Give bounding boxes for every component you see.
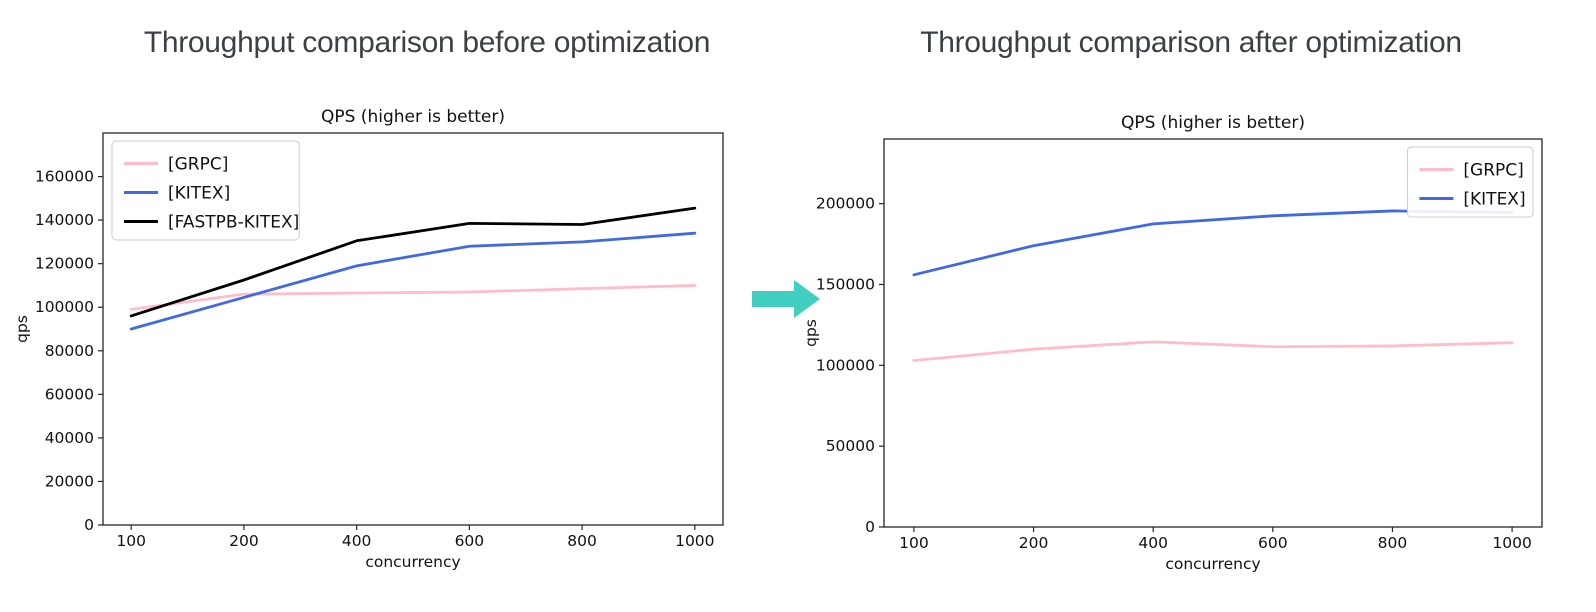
heading-after-optimization: Throughput comparison after optimization xyxy=(920,26,1462,59)
chart-svg-after: QPS (higher is better) 0 50000 100000 150000… xyxy=(802,113,1543,573)
x-tick-label: 800 xyxy=(1378,534,1408,552)
y-tick-label: 100000 xyxy=(35,298,94,316)
x-tick-label: 800 xyxy=(567,532,597,550)
legend-label: [GRPC] xyxy=(1463,161,1523,181)
x-tick-label: 600 xyxy=(1258,534,1288,552)
y-axis-label: qps xyxy=(13,315,31,343)
legend-label: [FASTPB-KITEX] xyxy=(168,213,299,233)
x-tick-label: 200 xyxy=(229,532,259,550)
y-tick-label: 100000 xyxy=(816,356,875,374)
series-line-kitex xyxy=(912,209,1514,277)
x-tick-label: 100 xyxy=(116,532,146,550)
y-axis-label: qps xyxy=(802,319,820,347)
series-line-grpc xyxy=(912,340,1514,362)
x-tick-label: 1000 xyxy=(675,532,714,550)
x-tick-label: 400 xyxy=(1138,534,1168,552)
legend-label: [KITEX] xyxy=(168,184,230,204)
y-tick-label: 60000 xyxy=(45,385,94,403)
y-tick-label: 200000 xyxy=(816,195,875,213)
y-tick-label: 50000 xyxy=(826,437,875,455)
y-tick-label: 0 xyxy=(84,516,94,534)
series-line-grpc xyxy=(129,284,697,311)
x-tick-label: 600 xyxy=(455,532,485,550)
chart-before: QPS (higher is better) 0 20000 40000 60000 80… xyxy=(0,100,780,585)
x-axis-label: concurrency xyxy=(365,553,460,571)
transition-arrow-icon xyxy=(748,276,824,322)
series-line-kitex xyxy=(129,231,697,331)
x-tick-label: 400 xyxy=(342,532,372,550)
x-axis-label: concurrency xyxy=(1165,555,1260,573)
plot-border xyxy=(102,132,724,526)
x-tick-label: 1000 xyxy=(1492,534,1531,552)
legend: [GRPC] [KITEX] xyxy=(1406,146,1534,218)
series-line-fastpb-kitex xyxy=(129,206,697,318)
legend-box xyxy=(111,140,300,241)
chart-title: QPS (higher is better) xyxy=(1121,113,1305,133)
y-tick-label: 120000 xyxy=(35,255,94,273)
y-tick-label: 80000 xyxy=(45,342,94,360)
legend-label: [GRPC] xyxy=(168,155,228,175)
y-tick-label: 140000 xyxy=(35,211,94,229)
y-tick-label: 160000 xyxy=(35,168,94,186)
right-arrow-shape xyxy=(752,280,820,318)
chart-after: QPS (higher is better) 0 50000 100000 150000… xyxy=(800,100,1590,605)
legend: [GRPC] [KITEX] [FASTPB-KITEX] xyxy=(111,140,300,241)
chart-svg-before: QPS (higher is better) 0 20000 40000 60000 80… xyxy=(13,107,724,571)
plot-border xyxy=(883,138,1543,528)
x-tick-label: 100 xyxy=(899,534,929,552)
heading-before-optimization: Throughput comparison before optimizatio… xyxy=(143,26,711,59)
y-tick-label: 20000 xyxy=(45,472,94,490)
y-tick-label: 40000 xyxy=(45,429,94,447)
chart-title: QPS (higher is better) xyxy=(321,107,505,127)
y-tick-label: 0 xyxy=(865,518,875,536)
legend-label: [KITEX] xyxy=(1463,190,1525,210)
y-tick-label: 150000 xyxy=(816,276,875,294)
x-tick-label: 200 xyxy=(1019,534,1049,552)
